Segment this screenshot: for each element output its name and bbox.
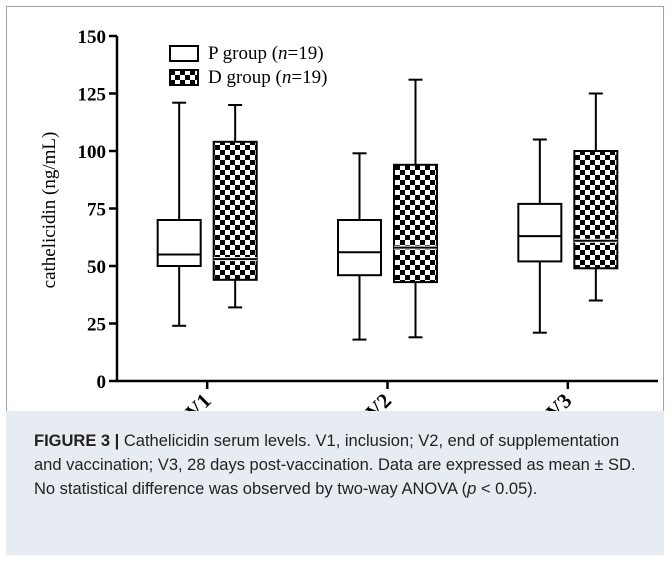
y-tick-label: 75	[87, 200, 106, 221]
box-iqr	[156, 219, 202, 267]
caption-p-symbol: p	[467, 480, 477, 498]
box-d-v3	[573, 92, 619, 302]
figure-caption: FIGURE 3 | Cathelicidin serum levels. V1…	[6, 411, 664, 555]
y-axis-label: cathelicidin (ng/mL)	[39, 132, 60, 289]
legend-d-n: n	[282, 67, 292, 88]
box-iqr	[573, 150, 619, 270]
boxes	[156, 78, 619, 341]
box-iqr	[393, 163, 438, 284]
y-tick-label: 25	[87, 315, 106, 336]
legend-p-suffix: =19)	[288, 43, 324, 64]
box-iqr	[517, 202, 563, 263]
y-tick-label: 0	[97, 372, 107, 393]
y-axis: 0 25 50 75 100 125 150	[78, 27, 119, 393]
y-tick-label: 100	[78, 142, 107, 163]
box-d-v1	[212, 104, 258, 309]
box-p-v2	[337, 152, 382, 341]
box-d-v2	[393, 78, 438, 339]
legend-label-p-group: P group (n=19)	[208, 43, 324, 64]
legend-swatch-d-group	[169, 69, 199, 86]
y-tick-label: 50	[87, 257, 106, 278]
caption-text-end: < 0.05).	[476, 480, 538, 498]
box-p-v1	[156, 101, 202, 327]
legend-label-d-group: D group (n=19)	[208, 67, 327, 88]
x-axis: V1 V2 V3	[117, 379, 658, 412]
legend-d-prefix: D group (	[208, 67, 282, 88]
legend-swatch-p-group	[169, 45, 199, 62]
x-tick-label: V3	[541, 388, 576, 412]
y-tick-label: 125	[78, 85, 107, 106]
legend: P group (n=19) D group (n=19)	[169, 43, 327, 88]
x-tick-label: V1	[181, 388, 216, 412]
legend-d-suffix: =19)	[291, 67, 327, 88]
box-iqr	[212, 140, 258, 281]
box-p-v3	[517, 138, 563, 334]
x-tick-label: V2	[361, 388, 396, 412]
legend-p-n: n	[278, 43, 288, 64]
box-plot-chart: 0 25 50 75 100 125 150 V1 V2 V3 cathelicidin (ng…	[39, 27, 658, 412]
caption-text: Cathelicidin serum levels. V1, inclusion…	[34, 432, 636, 498]
box-iqr	[337, 219, 382, 277]
legend-p-prefix: P group (	[208, 43, 278, 64]
y-tick-label: 150	[78, 27, 107, 48]
caption-label: FIGURE 3 |	[34, 432, 120, 450]
